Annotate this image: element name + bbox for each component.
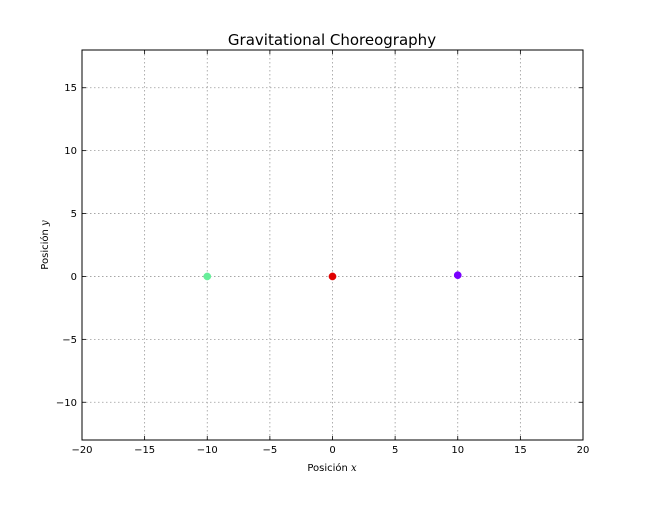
grid — [82, 50, 583, 440]
x-tick-label: −20 — [71, 445, 92, 456]
y-tick-label: 10 — [64, 146, 77, 157]
y-axis-label: Posición y — [39, 220, 51, 270]
x-axis-label: Posición x — [307, 462, 357, 474]
x-tick-label: 0 — [329, 445, 335, 456]
y-tick-label: 5 — [71, 209, 77, 220]
x-tick-label: 5 — [392, 445, 398, 456]
data-points — [203, 271, 462, 281]
y-tick-label: 0 — [71, 272, 77, 283]
chart-title: Gravitational Choreography — [228, 31, 436, 49]
y-axis-label-text: Posición — [39, 229, 51, 270]
x-tick-label: 10 — [451, 445, 464, 456]
x-tick-label: 15 — [514, 445, 527, 456]
y-axis-label-variable: y — [40, 220, 51, 227]
data-point — [328, 272, 337, 281]
x-axis-label-text: Posición — [307, 462, 348, 474]
x-tick-label: −10 — [197, 445, 218, 456]
data-point — [453, 271, 462, 280]
y-tick-label: −5 — [62, 335, 77, 346]
y-tick-label: 15 — [64, 83, 77, 94]
x-tick-label: −5 — [263, 445, 278, 456]
y-tick-label: −10 — [56, 398, 77, 409]
data-point — [203, 272, 212, 281]
x-axis-label-variable: x — [351, 463, 357, 474]
axis-ticks: −20 −15 −10 −5 0 5 10 15 20 −10 −5 0 5 10 15 — [56, 50, 589, 456]
x-tick-label: −15 — [134, 445, 155, 456]
plot-frame — [81, 49, 584, 441]
x-tick-label: 20 — [577, 445, 590, 456]
